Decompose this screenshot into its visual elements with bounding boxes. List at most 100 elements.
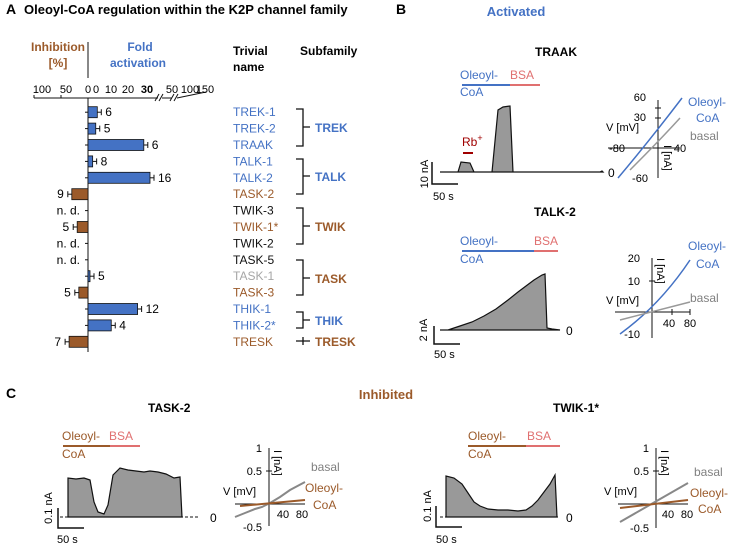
twik1-zero: 0: [566, 511, 573, 525]
task2-scalebar: [57, 508, 84, 529]
traak-iv-ybot: -60: [632, 173, 648, 185]
rb-label: Rb+: [462, 133, 483, 149]
bar-talk-2: [87, 171, 151, 184]
bar-thik-2: [87, 319, 112, 332]
traak-zero: 0: [608, 166, 615, 180]
channel-name-traak: TRAAK: [233, 138, 273, 152]
twik1-iv-curve-label-2: CoA: [698, 502, 721, 516]
subfamily-trek: TREK: [315, 121, 348, 135]
twik1-oleoyl-label-2: CoA: [468, 447, 491, 461]
channel-name-twik-3: TWIK-3: [233, 204, 274, 218]
task2-iv-curve-label-2: CoA: [313, 498, 336, 512]
channel-name-talk-1: TALK-1: [233, 154, 273, 168]
n-label-thik-1: 12: [146, 302, 160, 316]
subfamily-brackets: [296, 108, 310, 345]
activated-header: Activated: [487, 4, 546, 19]
fold-tick-150: 150: [196, 84, 214, 96]
task2-title: TASK-2: [148, 401, 191, 415]
subfamily-task: TASK: [315, 272, 347, 286]
n-label-trek-2: 5: [104, 122, 111, 136]
bar-task-2: [71, 188, 89, 201]
subfamily-thik: THIK: [315, 314, 343, 328]
traak-title: TRAAK: [535, 45, 577, 59]
panel-b-letter: B: [396, 1, 406, 17]
twik1-title: TWIK-1*: [553, 401, 599, 415]
traak-trace: [440, 105, 605, 173]
fold-header: Fold: [127, 40, 152, 54]
bar-traak: [87, 139, 145, 151]
panel-a-letter: A: [6, 1, 16, 17]
trivial-header: Trivial: [233, 44, 268, 58]
traak-scale-y: 10 nA: [419, 159, 431, 188]
twik1-iv-plot: [618, 448, 689, 528]
nd-label-task-5: n. d.: [57, 253, 80, 267]
nd-label-twik-3: n. d.: [57, 204, 80, 218]
subfamily-header: Subfamily: [300, 44, 358, 58]
channel-name-trek-1: TREK-1: [233, 105, 276, 119]
nd-label-twik-2: n. d.: [57, 236, 80, 250]
twik1-bsa-label: BSA: [527, 429, 551, 443]
fold-header-2: activation: [110, 56, 166, 70]
n-label-talk-1: 8: [101, 154, 108, 168]
bar-twik-1: [76, 221, 89, 233]
traak-bsa-label: BSA: [510, 68, 534, 82]
channel-name-task-5: TASK-5: [233, 253, 274, 267]
twik1-iv-vlabel: V [mV]: [604, 486, 637, 498]
traak-iv-xleft: -80: [609, 143, 625, 155]
n-label-task-2: 9: [57, 187, 64, 201]
task2-iv-plot: [234, 448, 306, 526]
inhibition-header: Inhibition: [31, 40, 85, 54]
task2-scale-y: 0.1 nA: [43, 491, 55, 523]
inhibition-axis: 100 50 0: [33, 84, 91, 99]
inhibited-header: Inhibited: [359, 387, 413, 402]
traak-iv-ymid: 30: [634, 112, 646, 124]
fold-tick-0: 0: [93, 84, 99, 96]
bar-tresk: [68, 335, 89, 348]
fold-tick-20: 20: [122, 84, 134, 96]
task2-iv-ybot: -0.5: [243, 522, 262, 534]
bar-task-3: [78, 286, 89, 299]
channel-name-task-1: TASK-1: [233, 269, 274, 283]
fold-tick-30: 30: [141, 84, 153, 96]
twik1-iv-basal: basal: [694, 465, 723, 479]
talk2-iv-ilabel: I [nA]: [654, 258, 666, 284]
n-label-task-3: 5: [64, 286, 71, 300]
traak-oleoyl-label-2: CoA: [460, 85, 483, 99]
task2-zero: 0: [210, 511, 217, 525]
task2-iv-basal: basal: [311, 460, 340, 474]
twik1-scale-y: 0.1 nA: [422, 489, 434, 521]
bar-talk-1: [87, 155, 94, 168]
twik1-scalebar: [435, 506, 462, 528]
bar-thik-1: [87, 303, 138, 315]
task2-iv-ymid: 0.5: [247, 466, 262, 478]
talk2-scale-y: 2 nA: [418, 318, 430, 341]
talk2-title: TALK-2: [534, 205, 576, 219]
task2-iv-ilabel: I [nA]: [271, 450, 283, 476]
n-label-talk-2: 16: [158, 171, 172, 185]
task2-trace: [67, 467, 183, 518]
talk2-iv-basal: basal: [690, 291, 719, 305]
task2-bsa-label: BSA: [109, 429, 133, 443]
traak-iv-ilabel: I [nA]: [661, 145, 673, 171]
twik1-iv-ilabel: I [nA]: [658, 450, 670, 476]
twik1-iv-curve-label: Oleoyl-: [690, 486, 728, 500]
twik1-oleoyl-label: Oleoyl-: [468, 429, 506, 443]
traak-iv-curve-label-2: CoA: [696, 111, 719, 125]
twik1-trace: [445, 472, 558, 518]
inh-tick-50: 50: [60, 84, 72, 96]
twik1-iv-ytop: 1: [643, 443, 649, 455]
channel-name-talk-2: TALK-2: [233, 171, 273, 185]
bar-trek-2: [87, 122, 97, 135]
task2-oleoyl-label: Oleoyl-: [62, 429, 100, 443]
trivial-header-2: name: [233, 60, 265, 74]
panel-c-letter: C: [6, 385, 16, 401]
talk2-iv-x40: 40: [663, 318, 675, 330]
talk2-iv-ytop: 20: [628, 253, 640, 265]
n-label-twik-1: 5: [63, 220, 70, 234]
twik1-iv-ymid: 0.5: [634, 466, 649, 478]
talk2-trace: [440, 273, 561, 331]
traak-scale-x: 50 s: [433, 191, 454, 203]
talk2-scalebar: [433, 326, 460, 345]
traak-iv-curve-label: Oleoyl-: [688, 95, 726, 109]
